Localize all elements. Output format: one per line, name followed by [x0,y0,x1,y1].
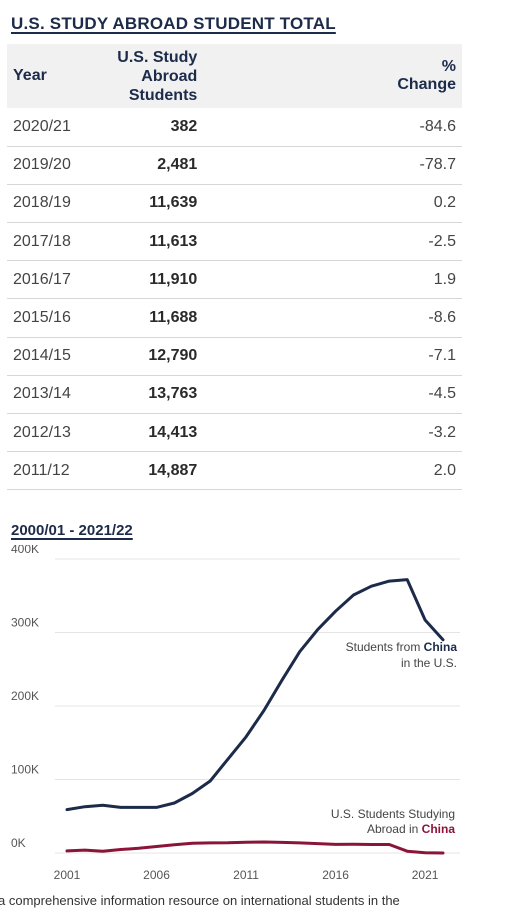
cell-change: -78.7 [419,156,456,174]
series-annotation-0: in the U.S. [401,656,457,670]
y-tick-label: 300K [11,616,39,630]
study-abroad-table: Year U.S. Study Abroad Students % Change… [7,44,462,490]
x-tick-label: 2001 [54,868,81,882]
cell-change: 0.2 [433,194,456,212]
cell-change: -3.2 [428,423,456,441]
table-row: 2014/15 12,790 -7.1 [7,337,462,376]
cell-change: 2.0 [433,461,456,479]
cell-students: 14,413 [148,423,198,441]
gridlines [55,558,460,854]
cell-students: 11,613 [149,232,198,250]
footer-text: a comprehensive information resource on … [0,893,400,908]
cell-change: -8.6 [428,309,456,327]
header-students-line-2: Students [128,86,198,104]
chart-title: 2000/01 - 2021/22 [11,522,133,539]
cell-students: 2,481 [157,156,198,174]
table-title: U.S. STUDY ABROAD STUDENT TOTAL [11,14,336,33]
table-row: 2011/12 14,887 2.0 [7,452,462,490]
cell-year: 2017/18 [13,232,71,250]
cell-year: 2020/21 [13,117,71,135]
table-row: 2012/13 14,413 -3.2 [7,414,462,452]
x-tick-label: 2021 [412,868,439,882]
cell-students: 12,790 [148,347,198,365]
table-header-row: Year U.S. Study Abroad Students % Change [7,44,462,108]
series-annotation-1: Abroad in China [367,822,455,836]
x-tick-label: 2011 [233,868,259,882]
cell-year: 2016/17 [13,270,71,288]
cell-year: 2012/13 [13,423,71,441]
cell-change: 1.9 [433,270,456,288]
y-tick-label: 400K [11,545,39,556]
cell-year: 2019/20 [13,156,71,174]
header-year: Year [13,67,47,84]
table-body: 2020/21 382 -84.6 2019/20 2,481 -78.7 2018/19 1… [7,108,462,490]
cell-students: 11,639 [149,194,198,212]
cell-students: 382 [170,117,198,135]
header-students-line-1: U.S. Study Abroad [117,48,198,85]
cell-students: 11,688 [149,309,198,327]
series-line-1 [65,840,445,855]
cell-change: -84.6 [419,117,456,135]
cell-year: 2014/15 [13,347,71,365]
cell-change: -4.5 [428,385,456,403]
x-tick-label: 2016 [322,868,349,882]
header-change: % Change [397,58,456,93]
cell-year: 2013/14 [13,385,71,403]
table-row: 2019/20 2,481 -78.7 [7,146,462,185]
y-axis-ticks: 0K 100K 200K 300K 400K [11,545,39,850]
cell-students: 14,887 [148,461,198,479]
table-row: 2016/17 11,910 1.9 [7,261,462,299]
y-tick-label: 0K [11,836,26,850]
table-row: 2017/18 11,613 -2.5 [7,223,462,261]
cell-change: -2.5 [428,232,456,250]
cell-year: 2015/16 [13,309,71,327]
table-row: 2015/16 11,688 -8.6 [7,299,462,338]
series-line-0 [65,578,445,812]
cell-year: 2011/12 [13,461,70,479]
annotation-layer: Students from China in the U.S. U.S. Stude… [331,640,457,836]
y-tick-label: 100K [11,763,39,777]
table-row: 2020/21 382 -84.6 [7,108,462,147]
table-row: 2018/19 11,639 0.2 [7,184,462,223]
cell-year: 2018/19 [13,194,71,212]
series-layer [65,578,445,855]
cell-change: -7.1 [428,347,456,365]
table-row: 2013/14 13,763 -4.5 [7,375,462,414]
cell-students: 11,910 [149,270,198,288]
x-tick-label: 2006 [143,868,170,882]
series-annotation-1: U.S. Students Studying [331,807,455,821]
cell-students: 13,763 [148,385,198,403]
header-students: U.S. Study Abroad Students [77,44,379,108]
y-tick-label: 200K [11,689,39,703]
series-annotation-0: Students from China [346,640,458,654]
x-axis-ticks: 2001 2006 2011 2016 2021 [54,868,439,882]
